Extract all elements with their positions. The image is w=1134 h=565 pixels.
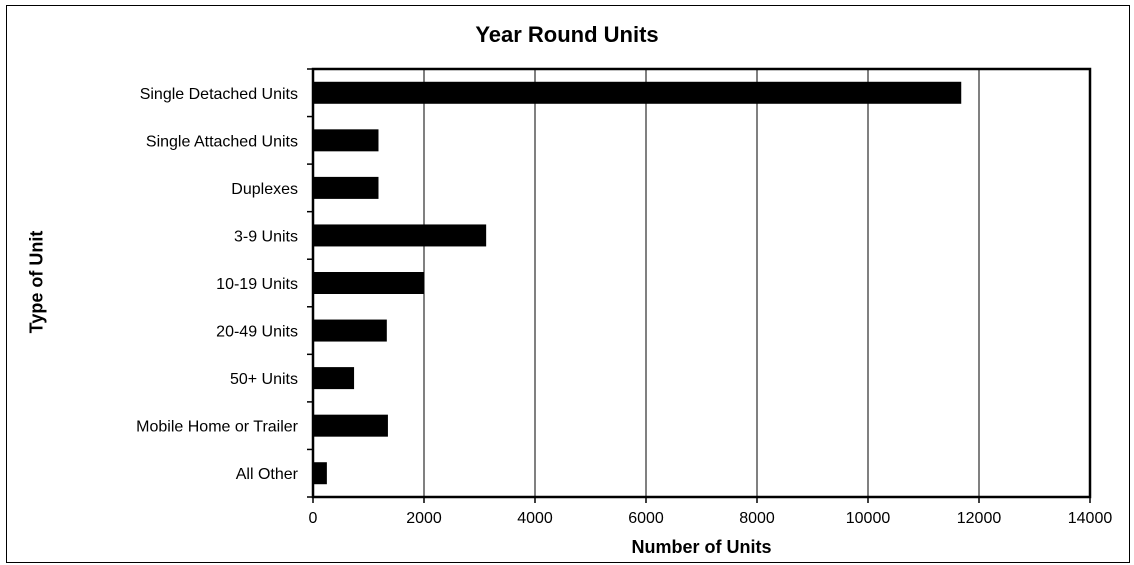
y-tick-label: Single Attached Units xyxy=(146,133,298,150)
x-tick-label: 0 xyxy=(309,510,318,527)
bar xyxy=(313,224,487,247)
x-tick-label: 14000 xyxy=(1068,510,1113,527)
axes xyxy=(307,67,1092,503)
y-tick-label: Single Detached Units xyxy=(140,86,298,103)
bar xyxy=(313,367,355,390)
bars xyxy=(313,81,962,485)
y-tick-label: Duplexes xyxy=(231,181,298,198)
bar xyxy=(313,176,379,199)
y-tick-label: 3-9 Units xyxy=(234,228,298,245)
chart-title: Year Round Units xyxy=(475,22,659,47)
x-tick-label: 4000 xyxy=(517,510,553,527)
x-tick-label: 12000 xyxy=(957,510,1002,527)
bar xyxy=(313,462,327,485)
bar xyxy=(313,272,424,294)
x-tick-label: 8000 xyxy=(739,510,775,527)
y-tick-label: 10-19 Units xyxy=(216,276,298,293)
y-tick-label: Mobile Home or Trailer xyxy=(136,419,299,436)
bar xyxy=(313,129,379,152)
x-tick-label: 10000 xyxy=(846,510,891,527)
plot-area-border xyxy=(311,67,1092,499)
y-tick-label: All Other xyxy=(236,466,299,483)
bar xyxy=(313,319,387,342)
y-tick-label: 20-49 Units xyxy=(216,324,298,341)
bar xyxy=(313,81,962,104)
bar xyxy=(313,414,388,437)
x-tick-label: 6000 xyxy=(628,510,664,527)
x-tick-label: 2000 xyxy=(406,510,442,527)
y-tick-label: 50+ Units xyxy=(230,371,298,388)
gridlines xyxy=(423,69,1091,497)
y-tick-labels: Single Detached Units Single Attached Uni… xyxy=(136,86,299,483)
x-axis-label: Number of Units xyxy=(631,537,772,557)
x-tick-labels: 0 2000 4000 6000 8000 10000 12000 14000 xyxy=(309,510,1113,527)
